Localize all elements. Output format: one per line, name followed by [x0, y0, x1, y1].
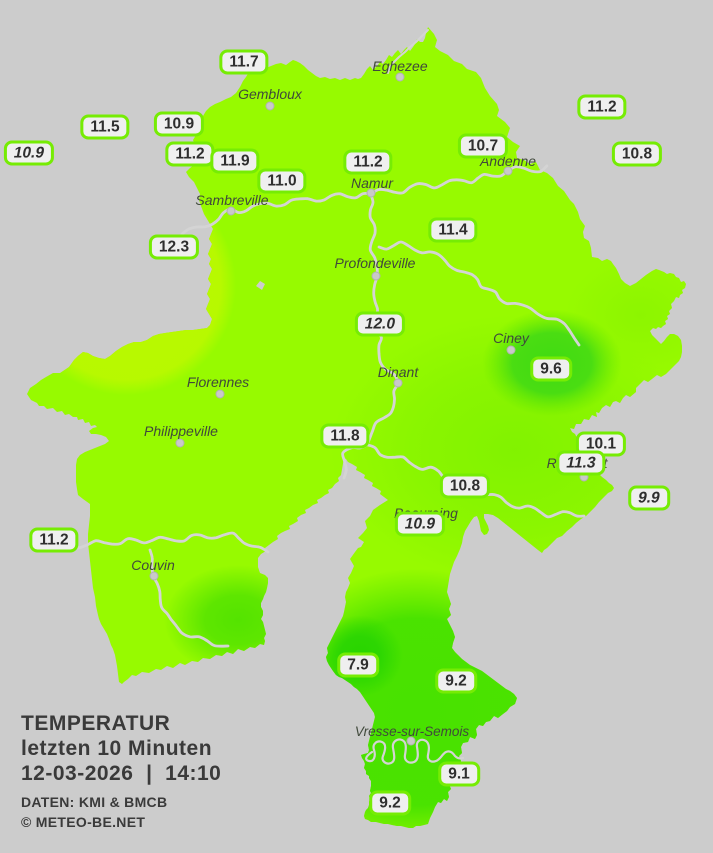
svg-text:Gembloux: Gembloux	[238, 86, 303, 102]
svg-text:Eghezee: Eghezee	[372, 58, 427, 74]
svg-text:Vresse-sur-Semois: Vresse-sur-Semois	[355, 724, 470, 739]
svg-text:Sambreville: Sambreville	[195, 192, 268, 208]
svg-text:Dinant: Dinant	[378, 364, 420, 380]
svg-text:Couvin: Couvin	[131, 557, 175, 573]
svg-text:Profondeville: Profondeville	[335, 255, 416, 271]
svg-text:Namur: Namur	[351, 175, 394, 191]
svg-text:Philippeville: Philippeville	[144, 423, 218, 439]
svg-text:Ciney: Ciney	[493, 330, 530, 346]
svg-text:Florennes: Florennes	[187, 374, 249, 390]
